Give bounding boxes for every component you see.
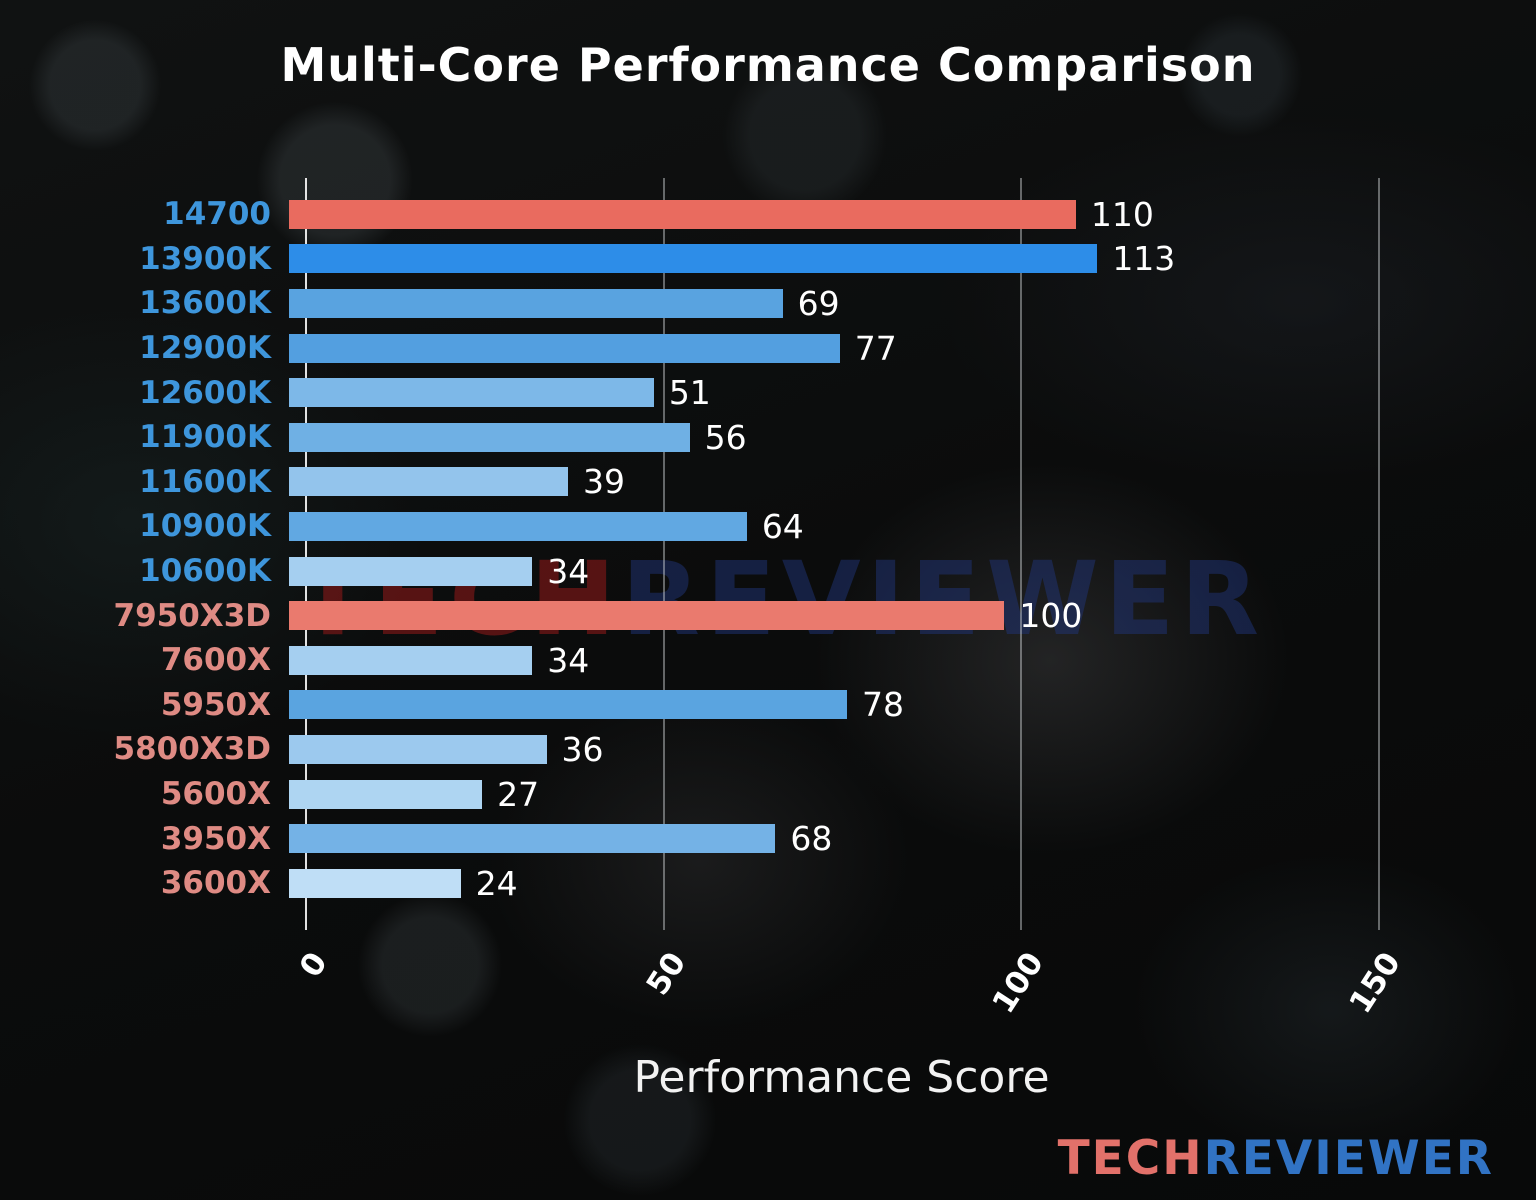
category-label: 3950X (160, 820, 271, 857)
category-label: 7950X3D (113, 597, 271, 634)
category-label: 10900K (139, 508, 271, 545)
logo-tech: TECH (1057, 1131, 1204, 1186)
bar-track: 34 (289, 552, 1362, 591)
category-label: 11600K (139, 463, 271, 500)
bar-row: 3950X 68 (0, 816, 1536, 861)
bar (289, 199, 1076, 229)
value-label: 24 (475, 863, 518, 903)
value-label: 39 (582, 462, 625, 502)
category-label: 13900K (139, 240, 271, 277)
bar-row: 13900K 113 (0, 237, 1536, 282)
bar-row: 7950X3D 100 (0, 593, 1536, 638)
bar-track: 34 (289, 641, 1362, 680)
value-label: 100 (1019, 596, 1083, 636)
value-label: 110 (1090, 194, 1154, 234)
bar (289, 467, 568, 497)
bar (289, 556, 533, 586)
value-label: 68 (790, 819, 833, 859)
x-tick-label: 100 (985, 946, 1051, 1020)
bar-track: 56 (289, 418, 1362, 457)
bar-row: 3600X 24 (0, 861, 1536, 906)
category-label: 5800X3D (113, 731, 271, 768)
bar (289, 511, 747, 541)
category-label: 12600K (139, 374, 271, 411)
bar-row: 10600K 34 (0, 549, 1536, 594)
bar (289, 378, 654, 408)
x-axis-label: Performance Score (633, 1052, 1050, 1103)
bar (289, 601, 1005, 631)
x-tick-label: 150 (1342, 946, 1409, 1020)
bar-track: 51 (289, 373, 1362, 412)
bar-row: 11600K 39 (0, 460, 1536, 505)
bar-track: 77 (289, 329, 1362, 368)
value-label: 34 (547, 551, 590, 591)
bar (289, 645, 533, 675)
category-label: 10600K (139, 553, 271, 590)
bar-track: 36 (289, 730, 1362, 769)
category-label: 14700 (163, 196, 271, 233)
bar-track: 69 (289, 284, 1362, 323)
bar-chart: 14700 110 13900K 113 13600K 69 12900K 77 12600K 5… (0, 178, 1536, 930)
bar (289, 779, 483, 809)
bar-row: 12900K 77 (0, 326, 1536, 371)
x-tick-label: 0 (293, 946, 336, 984)
gridline (1378, 178, 1380, 930)
bar (289, 824, 776, 854)
category-label: 5950X (160, 686, 271, 723)
bar-track: 39 (289, 462, 1362, 501)
bar-row: 7600X 34 (0, 638, 1536, 683)
bar-track: 27 (289, 775, 1362, 814)
bar-row: 12600K 51 (0, 370, 1536, 415)
value-label: 77 (854, 328, 897, 368)
bar-row: 14700 110 (0, 192, 1536, 237)
category-label: 5600X (160, 776, 271, 813)
category-label: 11900K (139, 419, 271, 456)
bar (289, 734, 547, 764)
value-label: 34 (547, 640, 590, 680)
techreviewer-logo: TECHREVIEWER (1058, 1131, 1494, 1186)
y-axis-line (305, 178, 307, 930)
value-label: 36 (561, 729, 604, 769)
category-label: 3600X (160, 865, 271, 902)
bar (289, 333, 840, 363)
watermark-reviewer: REVIEWER (621, 540, 1265, 659)
bar-row: 13600K 69 (0, 281, 1536, 326)
value-label: 113 (1112, 239, 1176, 279)
bar-track: 68 (289, 819, 1362, 858)
x-axis-ticks: 0 50 100 150 (0, 938, 1536, 1058)
bar-row: 5600X 27 (0, 772, 1536, 817)
chart-title: Multi-Core Performance Comparison (280, 38, 1256, 92)
bar-track: 24 (289, 864, 1362, 903)
gridline (662, 178, 665, 930)
value-label: 69 (797, 283, 840, 323)
bar-row: 5800X3D 36 (0, 727, 1536, 772)
bar (289, 690, 847, 720)
bar (289, 422, 690, 452)
bar-row: 11900K 56 (0, 415, 1536, 460)
gridline (1020, 178, 1023, 930)
bar-track: 110 (289, 195, 1362, 234)
bar-row: 10900K 64 (0, 504, 1536, 549)
bar-row: 5950X 78 (0, 683, 1536, 728)
value-label: 51 (668, 373, 711, 413)
category-label: 13600K (139, 285, 271, 322)
value-label: 78 (861, 685, 904, 725)
value-label: 27 (497, 774, 540, 814)
bar-track: 113 (289, 239, 1362, 278)
logo-reviewer: REVIEWER (1203, 1131, 1494, 1186)
bar-rows: 14700 110 13900K 113 13600K 69 12900K 77 12600K 5… (0, 192, 1536, 906)
category-label: 12900K (139, 330, 271, 367)
value-label: 56 (704, 417, 747, 457)
gridlines (0, 178, 1536, 930)
x-tick-label: 50 (639, 946, 693, 1002)
bar-track: 78 (289, 685, 1362, 724)
bar (289, 868, 461, 898)
bar-track: 64 (289, 507, 1362, 546)
bar (289, 244, 1098, 274)
bar (289, 288, 783, 318)
category-label: 7600X (160, 642, 271, 679)
bar-track: 100 (289, 596, 1362, 635)
value-label: 64 (761, 506, 804, 546)
